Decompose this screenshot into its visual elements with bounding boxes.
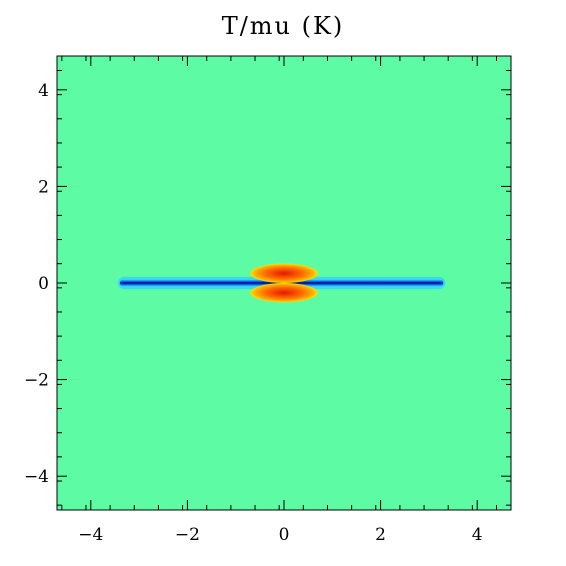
x-tick-label: 2 <box>375 525 386 545</box>
y-tick-label: 0 <box>38 274 49 294</box>
x-tick-label: 4 <box>472 525 483 545</box>
x-tick-label: −2 <box>175 525 200 545</box>
x-tick-label: −4 <box>78 525 103 545</box>
y-tick-label: 4 <box>38 81 49 101</box>
x-tick-label: 0 <box>279 525 290 545</box>
hot-bubble <box>250 283 318 303</box>
chart-title: T/mu (K) <box>221 12 345 40</box>
y-tick-label: −2 <box>24 371 49 391</box>
y-tick-label: −4 <box>24 467 49 487</box>
hot-bubble <box>250 263 318 283</box>
y-tick-label: 2 <box>38 177 49 197</box>
